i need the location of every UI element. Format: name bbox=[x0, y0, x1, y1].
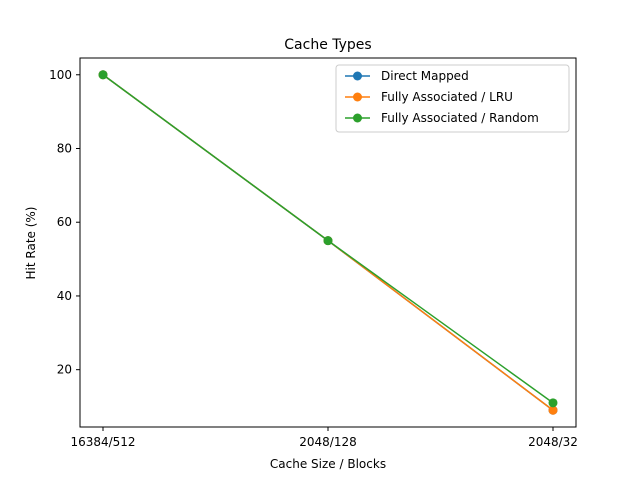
x-tick-label: 2048/32 bbox=[528, 435, 578, 449]
chart-title: Cache Types bbox=[284, 37, 371, 53]
legend: Direct Mapped Fully Associated / LRU Fully… bbox=[335, 64, 570, 133]
y-tick-label: 100 bbox=[49, 68, 72, 82]
legend-entry: Direct Mapped bbox=[345, 69, 469, 83]
data-point bbox=[548, 405, 558, 415]
data-point bbox=[323, 236, 333, 246]
y-tick-label: 60 bbox=[57, 215, 72, 229]
legend-label: Fully Associated / Random bbox=[381, 111, 539, 125]
y-axis-label: Hit Rate (%) bbox=[24, 207, 38, 280]
y-tick-label: 80 bbox=[57, 141, 72, 155]
series-3 bbox=[98, 70, 558, 408]
legend-label: Direct Mapped bbox=[381, 69, 469, 83]
data-point bbox=[98, 70, 108, 80]
y-tick-label: 40 bbox=[57, 289, 72, 303]
x-axis-label: Cache Size / Blocks bbox=[270, 457, 386, 471]
x-tick-label: 2048/128 bbox=[299, 435, 357, 449]
legend-entry: Fully Associated / Random bbox=[345, 111, 539, 125]
series-layer bbox=[98, 70, 558, 415]
x-axis: 16384/512 2048/128 2048/32 bbox=[70, 427, 578, 449]
x-tick-label: 16384/512 bbox=[70, 435, 135, 449]
data-point bbox=[548, 398, 558, 408]
legend-marker bbox=[353, 113, 362, 123]
y-tick-label: 20 bbox=[57, 363, 72, 377]
legend-marker bbox=[353, 71, 362, 81]
legend-label: Fully Associated / LRU bbox=[381, 90, 513, 104]
legend-items: Direct Mapped Fully Associated / LRU Fully… bbox=[345, 69, 539, 125]
legend-box bbox=[335, 64, 570, 133]
legend-marker bbox=[353, 92, 362, 102]
legend-entry: Fully Associated / LRU bbox=[345, 90, 513, 104]
y-axis: 20 40 60 80 100 bbox=[49, 68, 80, 377]
